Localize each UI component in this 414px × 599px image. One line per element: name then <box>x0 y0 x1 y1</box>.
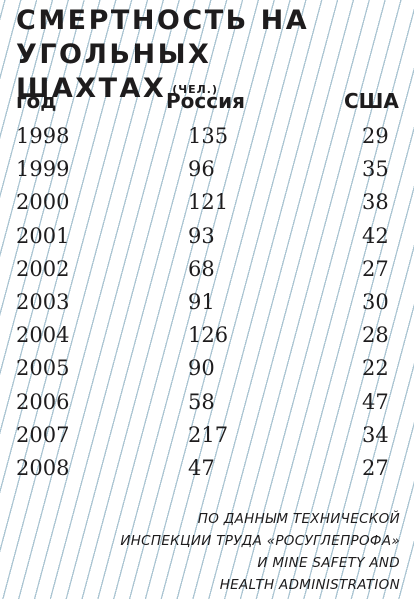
year-cell: 2007 <box>16 422 70 447</box>
source-note: по данным технической инспекции труда «Р… <box>120 508 400 596</box>
russia-cell: 91 <box>188 290 215 314</box>
year-cell: 1999 <box>16 157 70 182</box>
usa-cell: 27 <box>362 456 389 480</box>
table-row: 2005 90 22 <box>0 356 414 388</box>
table-row: 2006 58 47 <box>0 390 414 422</box>
russia-cell: 68 <box>188 256 215 281</box>
russia-cell: 121 <box>188 190 229 215</box>
usa-cell: 35 <box>362 157 389 182</box>
russia-cell: 96 <box>188 157 215 182</box>
year-cell: 2005 <box>16 356 70 381</box>
column-header-usa: США <box>344 89 399 113</box>
source-line-3: и Mine Safety and <box>257 555 400 571</box>
year-cell: 2008 <box>16 456 70 480</box>
usa-cell: 34 <box>362 422 389 447</box>
usa-cell: 47 <box>362 389 389 414</box>
usa-cell: 42 <box>362 223 389 248</box>
table-row: 1999 96 35 <box>0 157 414 189</box>
usa-cell: 30 <box>362 290 389 314</box>
table-row: 1998 135 29 <box>0 124 414 156</box>
usa-cell: 28 <box>362 323 389 348</box>
table-row: 2000 121 38 <box>0 190 414 222</box>
source-line-1: по данным технической <box>197 511 400 527</box>
column-header-year: год <box>16 89 57 113</box>
usa-cell: 29 <box>362 124 389 148</box>
year-cell: 2004 <box>16 323 70 348</box>
russia-cell: 126 <box>188 323 229 348</box>
usa-cell: 38 <box>362 190 389 215</box>
year-cell: 1998 <box>16 124 70 148</box>
source-line-2: инспекции труда «Росуглепрофа» <box>120 533 400 549</box>
year-cell: 2001 <box>16 223 70 248</box>
column-header-russia: Россия <box>166 89 245 113</box>
year-cell: 2003 <box>16 290 70 314</box>
russia-cell: 58 <box>188 389 215 414</box>
source-line-4: Health Administration <box>219 577 400 593</box>
usa-cell: 22 <box>362 356 389 381</box>
table-row: 2002 68 27 <box>0 257 414 289</box>
russia-cell: 217 <box>188 422 229 447</box>
russia-cell: 47 <box>188 456 215 480</box>
year-cell: 2006 <box>16 389 70 414</box>
russia-cell: 93 <box>188 223 215 248</box>
table-row: 2003 91 30 <box>0 290 414 322</box>
title-line-2-text: угольных шахтах <box>16 39 212 104</box>
table-row: 2008 47 27 <box>0 456 414 488</box>
russia-cell: 90 <box>188 356 215 381</box>
russia-cell: 135 <box>188 124 229 148</box>
title-line-1: Смертность на <box>16 5 310 36</box>
year-cell: 2002 <box>16 256 70 281</box>
table-row: 2007 217 34 <box>0 423 414 455</box>
title-unit: (чел.) <box>172 83 218 96</box>
table-row: 2001 93 42 <box>0 224 414 256</box>
table-row: 2004 126 28 <box>0 323 414 355</box>
year-cell: 2000 <box>16 190 70 215</box>
usa-cell: 27 <box>362 256 389 281</box>
chart-title: Смертность на угольных шахтах (чел.) <box>16 4 414 107</box>
title-line-2: угольных шахтах (чел.) <box>16 38 414 107</box>
